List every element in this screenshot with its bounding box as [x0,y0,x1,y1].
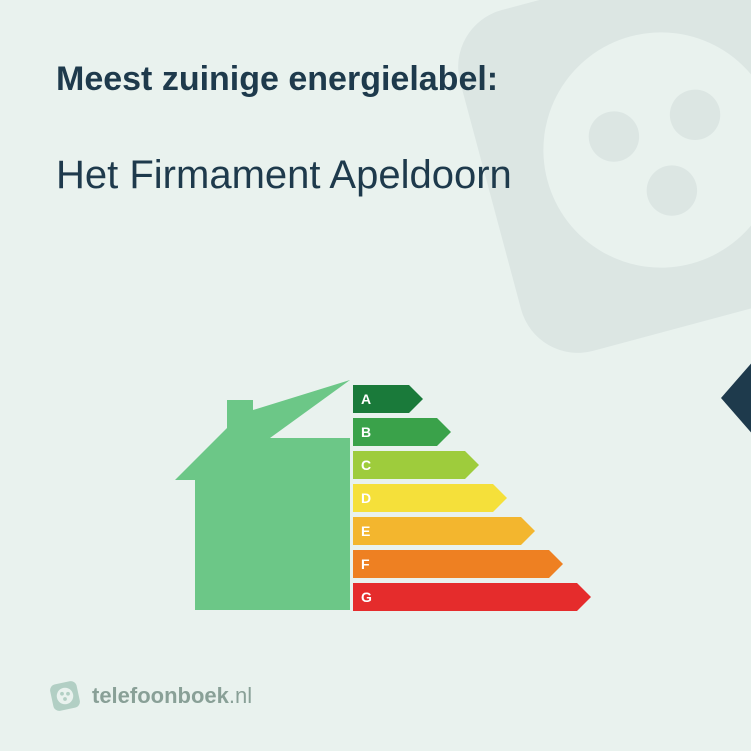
energy-bar-label: A [361,391,371,407]
energy-label-chart: A B C D E F G A [175,370,751,630]
energy-bar-label: D [361,490,371,506]
rating-indicator: A [721,359,751,437]
energy-bar-g: G [353,582,591,612]
energy-bar-f: F [353,549,591,579]
house-icon [175,380,350,610]
footer-brand: telefoonboek.nl [92,683,252,709]
footer-logo-icon [50,681,80,711]
energy-bar-e: E [353,516,591,546]
energy-bar-label: G [361,589,372,605]
location-name: Het Firmament Apeldoorn [56,153,695,198]
energy-bar-label: E [361,523,370,539]
energy-bar-label: F [361,556,370,572]
indicator-arrow-tip [721,359,751,437]
energy-bars: A B C D E F G [353,384,591,615]
footer-brand-tld: .nl [229,683,252,708]
energy-bar-a: A [353,384,591,414]
energy-bar-label: C [361,457,371,473]
page-title: Meest zuinige energielabel: [56,60,695,99]
footer: telefoonboek.nl [50,681,252,711]
energy-bar-d: D [353,483,591,513]
footer-brand-bold: telefoonboek [92,683,229,708]
energy-bar-b: B [353,417,591,447]
energy-bar-label: B [361,424,371,440]
energy-bar-c: C [353,450,591,480]
